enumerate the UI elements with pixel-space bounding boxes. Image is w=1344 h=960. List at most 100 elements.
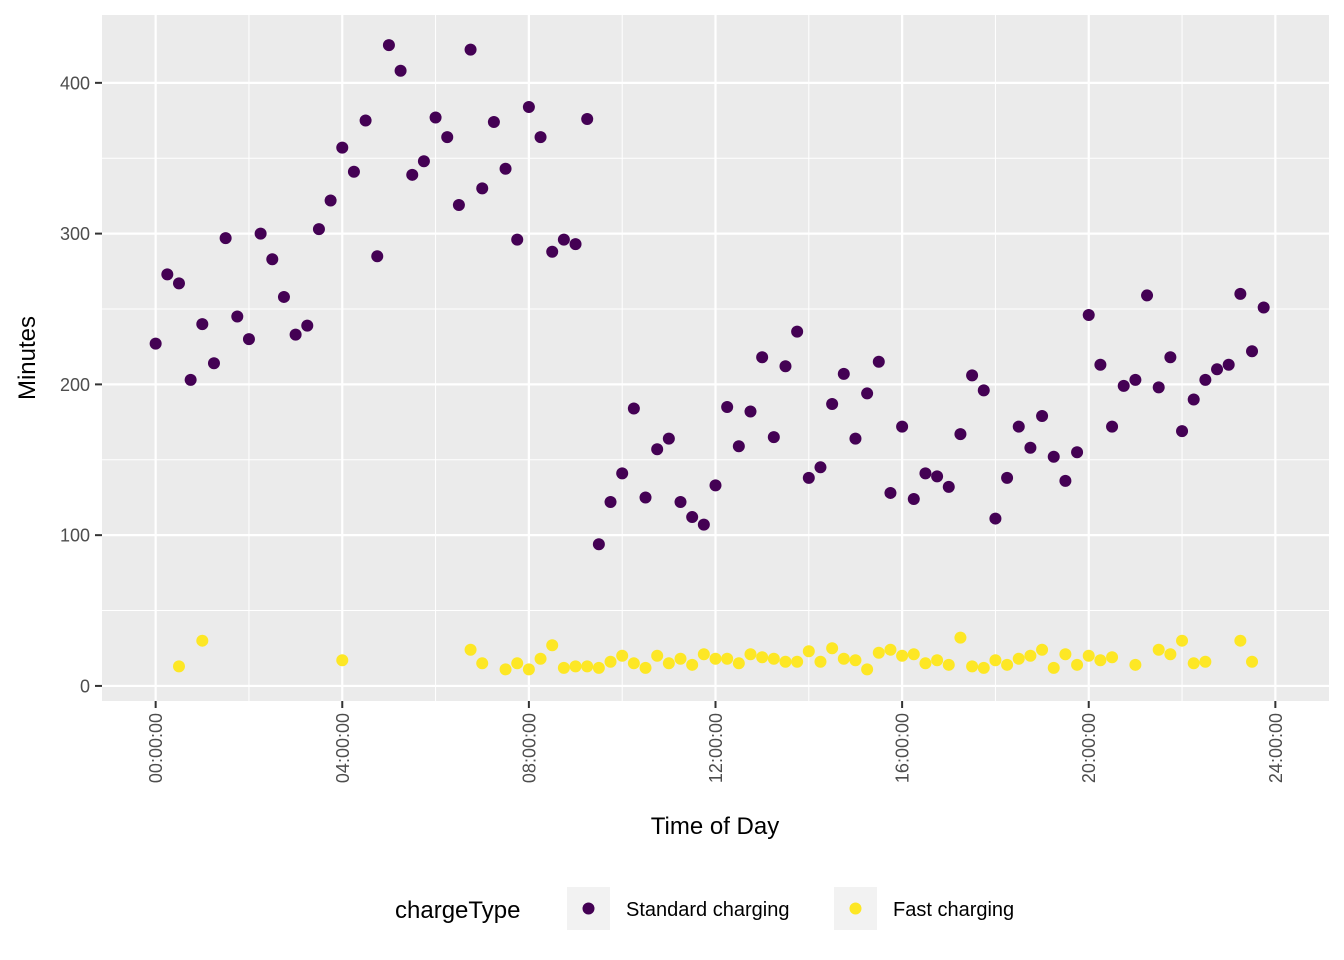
point-standard-charging	[359, 114, 372, 127]
point-fast-charging	[919, 657, 932, 670]
point-standard-charging	[919, 467, 932, 480]
point-standard-charging	[802, 471, 815, 484]
point-standard-charging	[931, 470, 944, 483]
point-fast-charging	[896, 649, 909, 662]
point-fast-charging	[522, 663, 535, 676]
legend: chargeType Standard charging Fast chargi…	[395, 887, 1014, 930]
point-fast-charging	[1152, 643, 1165, 656]
legend-label-standard-charging: Standard charging	[626, 899, 789, 921]
point-fast-charging	[476, 657, 489, 670]
point-standard-charging	[1012, 420, 1025, 433]
point-standard-charging	[1257, 301, 1270, 314]
point-fast-charging	[1024, 649, 1037, 662]
x-tick-label: 16:00:00	[893, 713, 913, 783]
point-standard-charging	[546, 245, 559, 258]
point-fast-charging	[756, 651, 769, 664]
point-standard-charging	[1106, 420, 1119, 433]
point-fast-charging	[966, 660, 979, 673]
point-standard-charging	[161, 268, 174, 281]
y-tick-label: 0	[80, 676, 90, 696]
point-standard-charging	[872, 355, 885, 368]
point-standard-charging	[534, 131, 547, 144]
point-standard-charging	[697, 518, 710, 531]
point-fast-charging	[697, 648, 710, 661]
point-standard-charging	[581, 113, 594, 126]
point-fast-charging	[744, 648, 757, 661]
point-fast-charging	[627, 657, 640, 670]
point-standard-charging	[884, 486, 897, 499]
legend-marker-standard-charging	[582, 902, 595, 915]
point-standard-charging	[907, 492, 920, 505]
point-standard-charging	[861, 387, 874, 400]
point-standard-charging	[406, 168, 419, 181]
x-tick-label: 24:00:00	[1266, 713, 1286, 783]
data-points	[149, 39, 1270, 676]
point-fast-charging	[581, 660, 594, 673]
point-standard-charging	[1199, 373, 1212, 386]
point-standard-charging	[627, 402, 640, 415]
point-fast-charging	[1246, 655, 1259, 668]
point-standard-charging	[1047, 450, 1060, 463]
point-fast-charging	[977, 661, 990, 674]
point-fast-charging	[196, 634, 209, 647]
point-standard-charging	[1152, 381, 1165, 394]
point-standard-charging	[476, 182, 489, 195]
point-standard-charging	[522, 100, 535, 113]
point-fast-charging	[931, 654, 944, 667]
point-standard-charging	[849, 432, 862, 445]
point-standard-charging	[977, 384, 990, 397]
point-standard-charging	[207, 357, 220, 370]
point-standard-charging	[394, 64, 407, 77]
point-standard-charging	[464, 43, 477, 56]
point-standard-charging	[336, 141, 349, 154]
point-standard-charging	[1094, 358, 1107, 371]
point-standard-charging	[382, 39, 395, 52]
grid-major	[102, 15, 1329, 701]
point-standard-charging	[779, 360, 792, 373]
point-fast-charging	[861, 663, 874, 676]
point-standard-charging	[1071, 446, 1084, 459]
point-fast-charging	[767, 652, 780, 665]
point-fast-charging	[616, 649, 629, 662]
point-fast-charging	[1187, 657, 1200, 670]
point-standard-charging	[149, 337, 162, 350]
point-standard-charging	[324, 194, 337, 207]
point-standard-charging	[277, 290, 290, 303]
x-tick-label: 12:00:00	[706, 713, 726, 783]
point-standard-charging	[254, 227, 267, 240]
point-standard-charging	[266, 253, 279, 266]
point-standard-charging	[1187, 393, 1200, 406]
point-standard-charging	[499, 162, 512, 175]
point-fast-charging	[1071, 658, 1084, 671]
point-standard-charging	[1059, 474, 1072, 487]
point-fast-charging	[674, 652, 687, 665]
point-standard-charging	[732, 440, 745, 453]
point-standard-charging	[569, 238, 582, 251]
x-axis-title: Time of Day	[651, 813, 779, 840]
point-fast-charging	[709, 652, 722, 665]
point-standard-charging	[371, 250, 384, 263]
point-fast-charging	[1106, 651, 1119, 664]
point-standard-charging	[709, 479, 722, 492]
point-fast-charging	[814, 655, 827, 668]
point-fast-charging	[884, 643, 897, 656]
point-fast-charging	[604, 655, 617, 668]
legend-label-fast-charging: Fast charging	[893, 899, 1014, 921]
point-standard-charging	[1164, 351, 1177, 364]
point-fast-charging	[336, 654, 349, 667]
point-fast-charging	[954, 631, 967, 644]
point-standard-charging	[721, 401, 734, 413]
point-fast-charging	[837, 652, 850, 665]
point-standard-charging	[756, 351, 769, 364]
point-fast-charging	[791, 655, 804, 668]
point-standard-charging	[487, 116, 500, 129]
point-standard-charging	[1246, 345, 1259, 358]
point-fast-charging	[1094, 654, 1107, 667]
point-standard-charging	[196, 318, 209, 331]
y-tick-label: 100	[60, 526, 90, 546]
point-standard-charging	[184, 373, 197, 386]
point-standard-charging	[616, 467, 629, 480]
point-fast-charging	[569, 660, 582, 673]
point-standard-charging	[592, 538, 605, 551]
point-standard-charging	[837, 367, 850, 380]
